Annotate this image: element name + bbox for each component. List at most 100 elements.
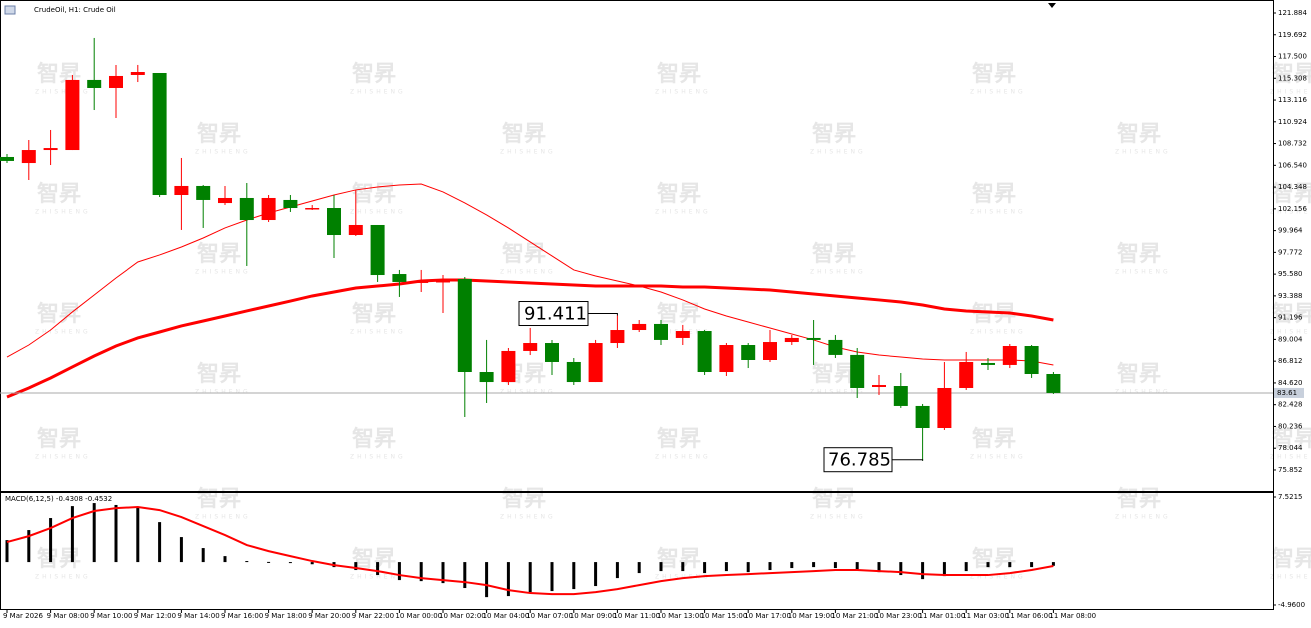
macd-bar [964, 562, 968, 572]
watermark-sub: ZHISHENG [1115, 149, 1171, 156]
watermark: 智昇 [1272, 426, 1311, 452]
watermark: 智昇 [1117, 486, 1161, 512]
candle-body [610, 330, 625, 344]
macd-bar [637, 562, 641, 574]
x-tick-label: 10 Mar 13:00 [657, 612, 704, 620]
watermark-sub: ZHISHENG [500, 149, 556, 156]
macd-bar [703, 562, 707, 574]
x-tick-label: 9 Mar 16:00 [221, 612, 263, 620]
watermark-sub: ZHISHENG [655, 454, 711, 461]
macd-bar [942, 562, 946, 577]
x-tick-label: 9 Mar 12:00 [134, 612, 176, 620]
macd-bar [986, 562, 990, 568]
candle-body [1024, 345, 1039, 374]
x-tick-label: 10 Mar 19:00 [788, 612, 835, 620]
x-tick-label: 10 Mar 09:00 [570, 612, 617, 620]
y-tick-label: 89.004 [1278, 335, 1303, 343]
watermark-sub: ZHISHENG [970, 89, 1026, 96]
y-tick-label: 75.852 [1278, 466, 1303, 474]
x-tick-label: 9 Mar 10:00 [90, 612, 132, 620]
candle-body [479, 372, 494, 383]
watermark-sub: ZHISHENG [350, 574, 406, 581]
macd-bar [899, 562, 903, 576]
watermark: 智昇 [1272, 301, 1311, 327]
watermark-sub: ZHISHENG [810, 149, 866, 156]
watermark: 智昇 [37, 426, 81, 452]
macd-bar [528, 562, 532, 593]
macd-bar [855, 562, 859, 571]
callout-line [588, 313, 618, 316]
watermark: 智昇 [657, 546, 701, 572]
watermark: 智昇 [657, 426, 701, 452]
moving-average [6, 278, 1054, 399]
watermark-sub: ZHISHENG [810, 389, 866, 396]
watermark-sub: ZHISHENG [500, 389, 556, 396]
macd-bar [746, 562, 750, 573]
candle-body [741, 345, 756, 360]
macd-bar [1008, 562, 1012, 568]
x-tick-label: 10 Mar 02:00 [439, 612, 486, 620]
y-tick-label: 80.236 [1278, 422, 1303, 430]
y-tick-label: -4.9600 [1278, 601, 1305, 609]
y-tick-label: 102.156 [1278, 205, 1307, 213]
x-tick-label: 11 Mar 03:00 [962, 612, 1009, 620]
macd-bar [1030, 562, 1034, 568]
candle-body [675, 331, 690, 338]
watermark-sub: ZHISHENG [35, 89, 91, 96]
watermark-sub: ZHISHENG [1270, 89, 1311, 96]
candle-body [0, 156, 14, 161]
candle-body [523, 343, 538, 351]
watermark-sub: ZHISHENG [1115, 389, 1171, 396]
watermark-sub: ZHISHENG [970, 454, 1026, 461]
callout-line [892, 459, 924, 461]
y-tick-label: 91.196 [1278, 314, 1303, 322]
candle-body [545, 343, 559, 362]
candle-body [87, 79, 102, 88]
candle-body [959, 361, 974, 388]
watermark: 智昇 [972, 426, 1016, 452]
watermark: 智昇 [197, 486, 241, 512]
macd-bar [245, 561, 249, 563]
y-tick-label: 7.5215 [1278, 493, 1303, 501]
watermark: 智昇 [657, 61, 701, 87]
watermark-sub: ZHISHENG [1270, 574, 1311, 581]
watermark: 智昇 [502, 486, 546, 512]
candle-body [654, 323, 668, 340]
candle-body [174, 185, 189, 196]
watermark-sub: ZHISHENG [195, 514, 251, 521]
macd-bar [877, 562, 881, 573]
watermark: 智昇 [972, 61, 1016, 87]
y-tick-label: 106.540 [1278, 161, 1307, 169]
macd-bar [223, 556, 227, 563]
price-panel-frame [0, 0, 1274, 492]
macd-title: MACD(6,12,5) -0.4308 -0.4532 [5, 495, 112, 503]
x-tick-label: 10 Mar 15:00 [701, 612, 748, 620]
candle-body [261, 197, 276, 221]
watermark-sub: ZHISHENG [350, 329, 406, 336]
candle-body [348, 224, 363, 236]
watermark: 智昇 [812, 486, 856, 512]
x-tick-label: 11 Mar 08:00 [1049, 612, 1096, 620]
watermark-sub: ZHISHENG [1115, 269, 1171, 276]
watermark: 智昇 [502, 241, 546, 267]
candle-body [632, 323, 647, 331]
candle-body [65, 79, 80, 151]
candle-body [915, 405, 930, 428]
macd-bar [5, 540, 9, 563]
macd-bar [921, 562, 925, 580]
macd-bar [376, 562, 380, 576]
candle-body [283, 199, 298, 209]
watermark-sub: ZHISHENG [35, 574, 91, 581]
x-tick-label: 9 Mar 08:00 [47, 612, 89, 620]
candle-body [414, 280, 429, 283]
candle-body [588, 343, 603, 383]
macd-bar [1051, 562, 1055, 566]
x-tick-label: 10 Mar 04:00 [483, 612, 530, 620]
y-tick-label: 113.116 [1278, 96, 1307, 104]
macd-bar [267, 561, 271, 563]
macd-bar [812, 562, 816, 568]
candle-body [109, 75, 123, 88]
watermark-sub: ZHISHENG [195, 389, 251, 396]
